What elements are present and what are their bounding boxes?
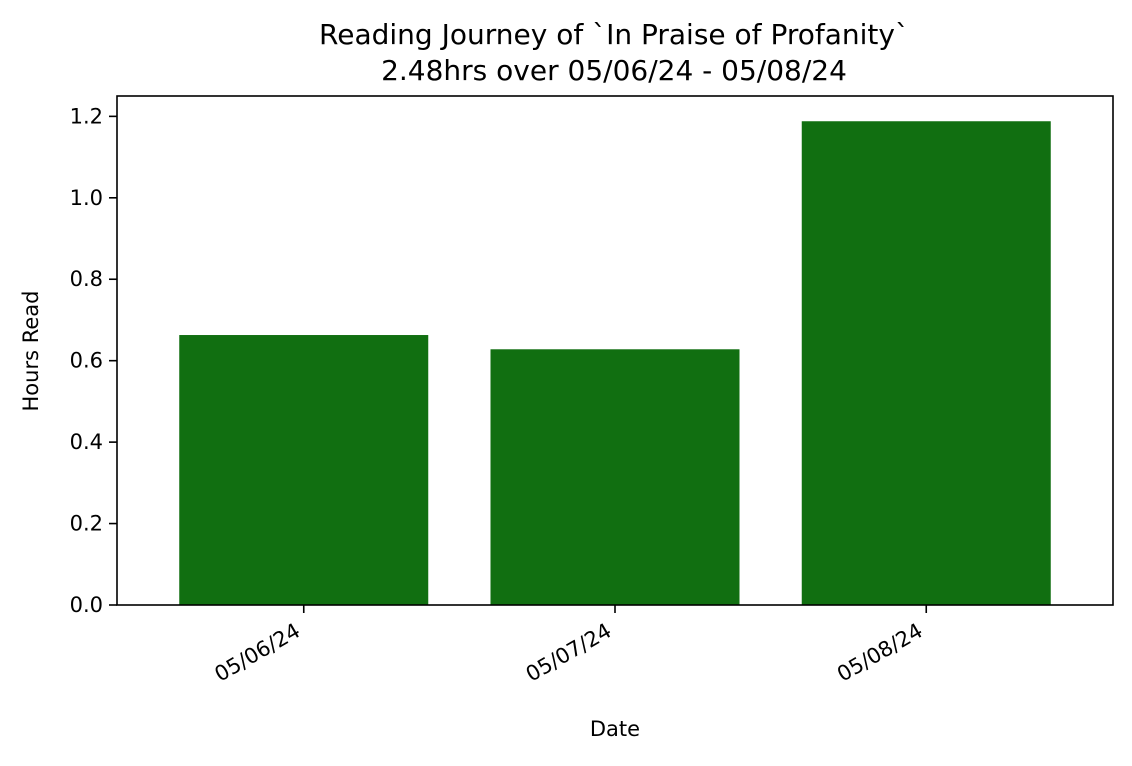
bar-05-06-24	[179, 335, 429, 605]
x-tick-label: 05/06/24	[211, 619, 305, 687]
y-axis-ticks: 0.0 0.2 0.4 0.6 0.8 1.0 1.2	[70, 104, 117, 617]
y-tick-label: 1.2	[70, 104, 103, 128]
y-tick-label: 0.8	[70, 267, 103, 291]
y-tick-label: 0.0	[70, 593, 103, 617]
y-tick-label: 0.2	[70, 512, 103, 536]
bar-05-07-24	[490, 349, 740, 605]
chart-title: Reading Journey of `In Praise of Profani…	[319, 18, 909, 51]
plot-frame	[116, 95, 1114, 606]
x-axis-label: Date	[590, 717, 640, 741]
bars-group	[179, 121, 1051, 605]
x-axis-ticks: 05/06/24 05/07/24 05/08/24	[211, 605, 928, 687]
bar-05-08-24	[801, 121, 1051, 605]
x-tick-label: 05/08/24	[833, 619, 927, 687]
y-axis-label: Hours Read	[19, 291, 43, 412]
y-tick-label: 0.4	[70, 430, 103, 454]
y-tick-label: 0.6	[70, 349, 103, 373]
y-tick-label: 1.0	[70, 186, 103, 210]
chart-subtitle: 2.48hrs over 05/06/24 - 05/08/24	[381, 54, 847, 87]
x-tick-label: 05/07/24	[522, 619, 616, 687]
